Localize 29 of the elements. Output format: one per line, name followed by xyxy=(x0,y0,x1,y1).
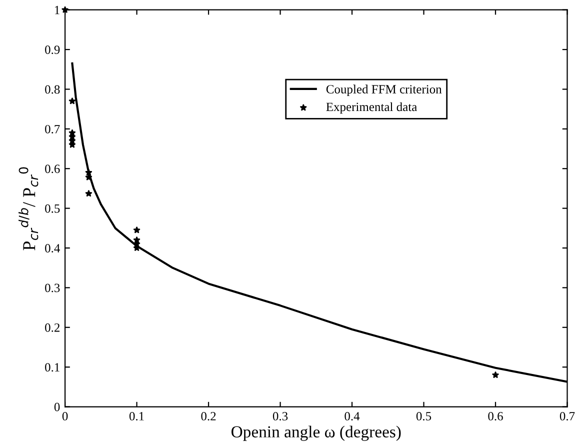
point xyxy=(133,226,140,234)
y-tick-label: 0.7 xyxy=(45,124,60,134)
point xyxy=(492,372,499,378)
y-tick-label: 0.2 xyxy=(45,323,60,332)
y-tick-label: 0 xyxy=(54,402,60,412)
x-tick-label: 0.6 xyxy=(488,412,503,420)
x-tick-label: 0.3 xyxy=(272,412,288,420)
y-tick-label: 0.1 xyxy=(45,363,60,372)
y-tick-label: 0.4 xyxy=(45,244,60,253)
y-tick-label: 0.9 xyxy=(45,46,60,54)
x-axis-title: Openin angle ω (degrees) xyxy=(232,426,401,441)
point xyxy=(85,169,92,176)
y-tick-label: 1 xyxy=(55,6,60,14)
point xyxy=(68,98,76,104)
x-tick-label: 0.7 xyxy=(560,412,575,420)
legend-label: Experimental data xyxy=(326,102,417,114)
x-tick-label: 0.4 xyxy=(344,412,360,420)
x-tick-label: 0.2 xyxy=(201,412,216,420)
point xyxy=(85,174,92,180)
x-tick-label: 0.5 xyxy=(416,412,432,420)
legend-label: Coupled FFM criterion xyxy=(326,84,442,96)
point xyxy=(85,190,92,197)
y-tick-label: 0.3 xyxy=(45,284,60,292)
y-tick-label: 0.6 xyxy=(45,164,60,174)
y-tick-label: 0.5 xyxy=(45,204,60,213)
x-tick-label: 0.1 xyxy=(129,412,144,420)
y-axis-title: P$_{cr}$$^{d/b}$/ P$_{cr}$$^{0}$ xyxy=(18,167,38,250)
x-tick-label: 0 xyxy=(62,412,68,420)
y-tick-label: 0.8 xyxy=(45,85,60,94)
